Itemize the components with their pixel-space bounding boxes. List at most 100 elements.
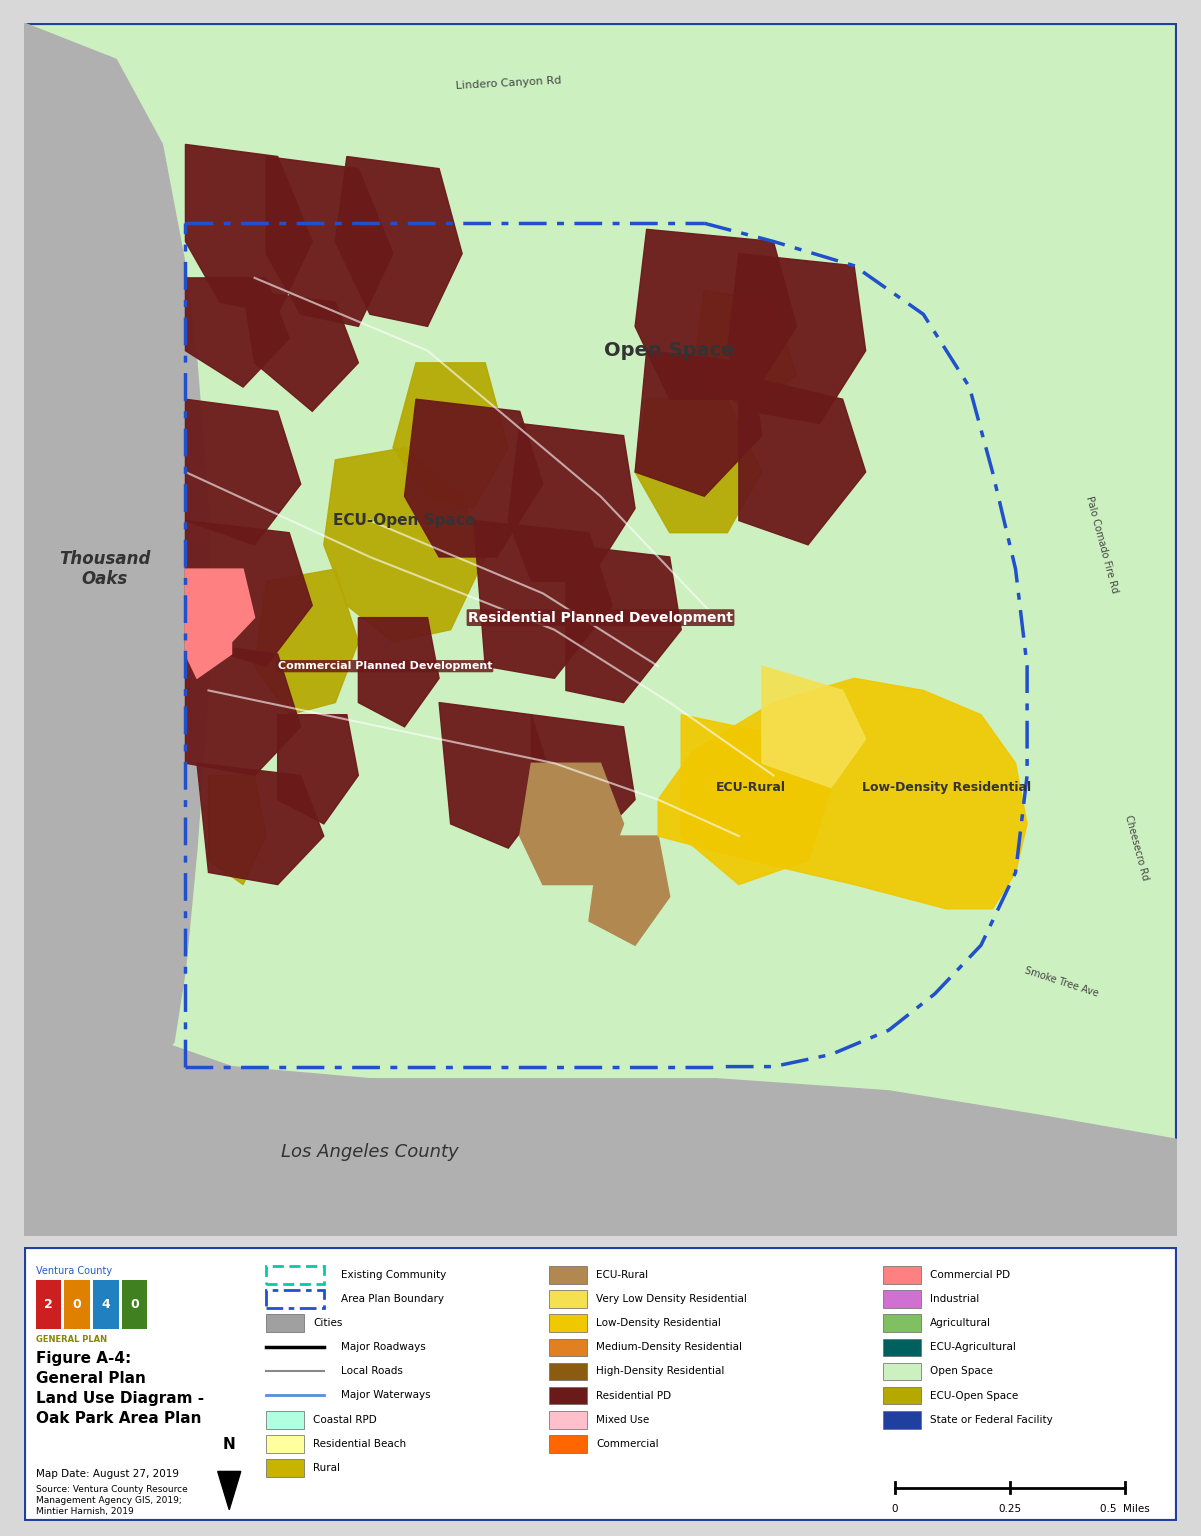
Polygon shape xyxy=(24,23,209,1078)
Polygon shape xyxy=(658,679,1027,909)
Text: Ventura County: Ventura County xyxy=(36,1266,112,1276)
Polygon shape xyxy=(405,399,543,558)
Bar xyxy=(549,1387,586,1404)
Text: Very Low Density Residential: Very Low Density Residential xyxy=(596,1295,747,1304)
Polygon shape xyxy=(473,521,613,679)
Polygon shape xyxy=(185,399,300,545)
Text: Rural: Rural xyxy=(313,1462,340,1473)
Text: 0: 0 xyxy=(131,1298,139,1312)
Polygon shape xyxy=(24,1043,1177,1236)
Text: Open Space: Open Space xyxy=(931,1367,993,1376)
Polygon shape xyxy=(393,362,508,508)
Polygon shape xyxy=(185,570,255,654)
Text: GENERAL PLAN: GENERAL PLAN xyxy=(36,1335,107,1344)
Polygon shape xyxy=(185,144,312,315)
Bar xyxy=(549,1315,586,1332)
Text: Residential PD: Residential PD xyxy=(596,1390,671,1401)
Polygon shape xyxy=(267,157,393,327)
Polygon shape xyxy=(217,1471,240,1510)
Text: 0.25: 0.25 xyxy=(998,1504,1021,1514)
Text: 4: 4 xyxy=(102,1298,110,1312)
Polygon shape xyxy=(566,545,681,702)
Polygon shape xyxy=(185,605,232,679)
Text: ECU-Rural: ECU-Rural xyxy=(716,780,785,794)
Polygon shape xyxy=(185,521,312,667)
Text: Los Angeles County: Los Angeles County xyxy=(281,1143,459,1161)
Text: Low-Density Residential: Low-Density Residential xyxy=(862,780,1030,794)
Bar xyxy=(267,1266,324,1284)
Polygon shape xyxy=(531,714,635,860)
Bar xyxy=(267,1459,304,1476)
Text: Industrial: Industrial xyxy=(931,1295,980,1304)
Polygon shape xyxy=(277,714,358,823)
Text: Mixed Use: Mixed Use xyxy=(596,1415,649,1424)
Text: Smoke Tree Ave: Smoke Tree Ave xyxy=(1023,965,1100,998)
Text: Cities: Cities xyxy=(313,1318,342,1329)
Text: 0: 0 xyxy=(891,1504,898,1514)
Polygon shape xyxy=(243,290,358,412)
Bar xyxy=(549,1435,586,1453)
Text: 0.5  Miles: 0.5 Miles xyxy=(1100,1504,1151,1514)
Bar xyxy=(883,1410,921,1428)
Bar xyxy=(883,1387,921,1404)
Text: Agricultural: Agricultural xyxy=(931,1318,991,1329)
Text: ECU-Open Space: ECU-Open Space xyxy=(931,1390,1018,1401)
Text: Commercial Planned Development: Commercial Planned Development xyxy=(277,660,492,671)
Text: Commercial PD: Commercial PD xyxy=(931,1270,1010,1281)
Text: N: N xyxy=(223,1438,235,1453)
Polygon shape xyxy=(681,714,831,885)
Text: Low-Density Residential: Low-Density Residential xyxy=(596,1318,721,1329)
Text: High-Density Residential: High-Density Residential xyxy=(596,1367,724,1376)
Polygon shape xyxy=(635,350,761,496)
Bar xyxy=(36,1279,61,1329)
Text: ECU-Rural: ECU-Rural xyxy=(596,1270,649,1281)
Text: Commercial: Commercial xyxy=(596,1439,658,1448)
Text: ECU-Agricultural: ECU-Agricultural xyxy=(931,1342,1016,1352)
Text: Residential Beach: Residential Beach xyxy=(313,1439,406,1448)
Text: Residential Planned Development: Residential Planned Development xyxy=(468,611,733,625)
Polygon shape xyxy=(255,570,358,714)
Text: Area Plan Boundary: Area Plan Boundary xyxy=(341,1293,444,1304)
Polygon shape xyxy=(761,667,866,788)
Polygon shape xyxy=(358,617,440,727)
Polygon shape xyxy=(588,836,670,945)
Bar xyxy=(65,1279,90,1329)
Text: Major Roadways: Major Roadways xyxy=(341,1342,426,1352)
Polygon shape xyxy=(197,763,324,885)
Text: Map Date: August 27, 2019: Map Date: August 27, 2019 xyxy=(36,1468,179,1479)
Text: ECU-Open Space: ECU-Open Space xyxy=(334,513,476,528)
Text: Open Space: Open Space xyxy=(604,341,735,359)
Polygon shape xyxy=(335,157,462,327)
Bar xyxy=(267,1290,324,1309)
Bar xyxy=(267,1435,304,1453)
Bar xyxy=(549,1266,586,1284)
Bar xyxy=(883,1362,921,1381)
Polygon shape xyxy=(693,290,796,412)
Bar xyxy=(883,1266,921,1284)
Bar xyxy=(94,1279,119,1329)
Text: 0: 0 xyxy=(73,1298,82,1312)
Polygon shape xyxy=(185,278,289,387)
Bar xyxy=(883,1290,921,1309)
Polygon shape xyxy=(209,776,267,885)
Polygon shape xyxy=(520,763,623,885)
Text: Existing Community: Existing Community xyxy=(341,1270,447,1279)
Text: Thousand
Oaks: Thousand Oaks xyxy=(59,550,150,588)
Polygon shape xyxy=(739,375,866,545)
Text: 2: 2 xyxy=(44,1298,53,1312)
Bar xyxy=(549,1338,586,1356)
Polygon shape xyxy=(728,253,866,424)
Polygon shape xyxy=(185,642,300,776)
Text: Coastal RPD: Coastal RPD xyxy=(313,1415,377,1424)
Bar xyxy=(267,1410,304,1428)
Bar xyxy=(123,1279,148,1329)
Bar xyxy=(549,1290,586,1309)
Text: Lindero Canyon Rd: Lindero Canyon Rd xyxy=(455,75,561,92)
Bar xyxy=(883,1338,921,1356)
Text: Palo Comado Fire Rd: Palo Comado Fire Rd xyxy=(1085,495,1119,594)
Bar xyxy=(549,1410,586,1428)
Bar xyxy=(883,1315,921,1332)
Text: State or Federal Facility: State or Federal Facility xyxy=(931,1415,1053,1424)
Text: Cheesecro Rd: Cheesecro Rd xyxy=(1123,814,1151,882)
Bar xyxy=(267,1315,304,1332)
